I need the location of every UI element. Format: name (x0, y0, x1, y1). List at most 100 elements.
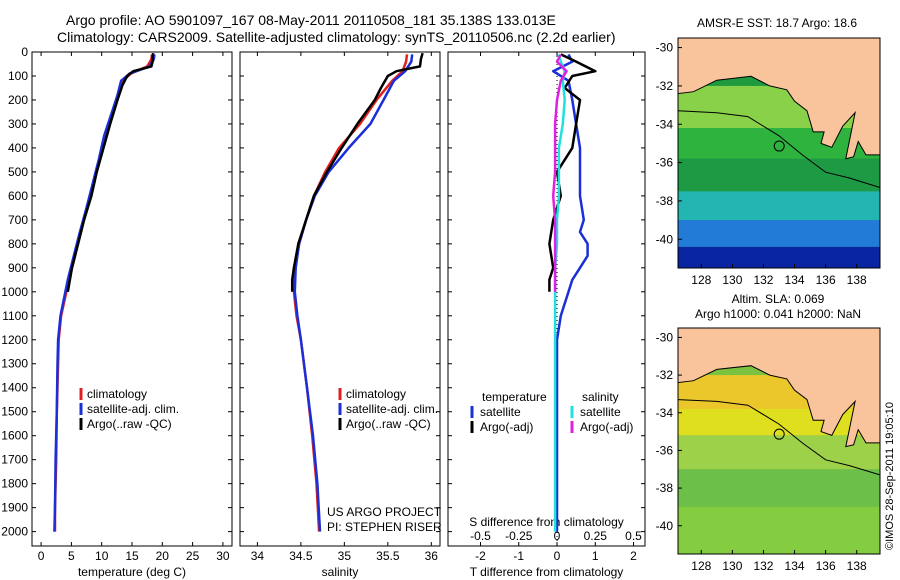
map-y-tick-label: -30 (656, 41, 674, 55)
map-y-tick-label: -34 (656, 406, 674, 420)
y-tick-label: 700 (8, 213, 28, 227)
x-tick-label-salinity: 35 (338, 549, 352, 563)
legend-label: climatology (346, 387, 406, 401)
map-colour-band (678, 435, 880, 470)
legend-label: satellite-adj. clim. (346, 402, 438, 416)
map-y-tick-label: -38 (656, 194, 674, 208)
map-colour-band (678, 506, 880, 554)
map-y-tick-label: -40 (656, 519, 674, 533)
series-t-satellite (551, 53, 589, 532)
pi-label: PI: STEPHEN RISER (327, 520, 442, 534)
map-sst-map (677, 37, 881, 269)
y-tick-label: 100 (8, 69, 28, 83)
map-y-tick-label: -36 (656, 156, 674, 170)
series-argo-raw-qc- (290, 52, 424, 292)
y-tick-label: 900 (8, 261, 28, 275)
legend-label: satellite (580, 405, 621, 419)
x-axis-label-temperature: temperature (deg C) (78, 565, 186, 579)
legend-label: climatology (87, 387, 147, 401)
y-tick-label: 800 (8, 237, 28, 251)
argo-position-marker (773, 428, 785, 440)
map-x-tick-label: 136 (816, 559, 836, 573)
map-x-tick-label: 128 (691, 559, 711, 573)
map-colour-band (678, 220, 880, 247)
y-tick-label: 1600 (1, 429, 28, 443)
figure-title-line1: Argo profile: AO 5901097_167 08-May-2011… (66, 12, 556, 28)
x-tick-label-difference: 2 (630, 549, 637, 563)
map-sla-map (677, 327, 881, 555)
map-y-tick-label: -34 (656, 117, 674, 131)
legend-label: Argo(..raw -QC) (346, 417, 431, 431)
x-tick-label-temperature: 25 (186, 549, 200, 563)
y-tick-label: 1400 (1, 381, 28, 395)
credit-label: ©IMOS 28-Sep-2011 19:05:10 (884, 402, 896, 550)
y-tick-label: 300 (8, 117, 28, 131)
map-x-tick-label: 128 (691, 273, 711, 287)
map-colour-band (678, 191, 880, 221)
legend-label: Argo(-adj) (480, 420, 533, 434)
legend-label: satellite-adj. clim. (87, 402, 179, 416)
y-tick-label: 1300 (1, 357, 28, 371)
plot-frame-temperature (31, 51, 233, 547)
y-tick-label: 0 (21, 45, 28, 59)
x-tick-label-temperature: 10 (95, 549, 109, 563)
map-frame (677, 37, 881, 269)
map-colour-band (678, 469, 880, 507)
sla-map-title-line1: Altim. SLA: 0.069 (732, 292, 825, 306)
x-tick-label-temperature: 20 (156, 549, 170, 563)
y-tick-label: 500 (8, 165, 28, 179)
x-axis-label-difference: T difference from climatology (470, 565, 624, 579)
top-tick-label: 0.5 (625, 529, 642, 543)
legend-header-salinity: salinity (582, 390, 619, 404)
x-tick-label-difference: -1 (513, 549, 524, 563)
top-axis-label: S difference from climatology (469, 515, 624, 529)
x-tick-label-difference: 1 (592, 549, 599, 563)
y-tick-label: 1700 (1, 453, 28, 467)
legend-label: satellite (480, 405, 521, 419)
series-s-argo-adj- (551, 53, 568, 292)
y-tick-label: 2000 (1, 525, 28, 539)
map-y-tick-label: -40 (656, 232, 674, 246)
x-tick-label-temperature: 15 (125, 549, 139, 563)
map-x-tick-label: 134 (785, 559, 805, 573)
top-tick-label: 0.25 (584, 529, 608, 543)
project-label: US ARGO PROJECT (327, 505, 442, 519)
bathymetry-contour (677, 110, 881, 188)
land-area (677, 37, 881, 160)
sst-map-title: AMSR-E SST: 18.7 Argo: 18.6 (697, 16, 857, 30)
map-y-tick-label: -36 (656, 443, 674, 457)
x-tick-label-salinity: 34 (251, 549, 265, 563)
plot-frame-difference (447, 51, 646, 547)
top-tick-label: -0.25 (505, 529, 533, 543)
map-x-tick-label: 134 (785, 273, 805, 287)
figure-title-line2: Climatology: CARS2009. Satellite-adjuste… (57, 29, 616, 45)
map-y-tick-label: -32 (656, 368, 674, 382)
y-tick-label: 200 (8, 93, 28, 107)
legend-header-temperature: temperature (482, 390, 547, 404)
x-tick-label-temperature: 5 (68, 549, 75, 563)
plot-frame-salinity (239, 51, 441, 547)
x-tick-label-salinity: 36 (425, 549, 439, 563)
map-x-tick-label: 138 (847, 559, 867, 573)
legend-label: Argo(..raw -QC) (87, 417, 172, 431)
argo-position-marker (773, 140, 785, 152)
y-tick-label: 1000 (1, 285, 28, 299)
x-tick-label-salinity: 35.5 (376, 549, 400, 563)
y-tick-label: 1900 (1, 501, 28, 515)
map-x-tick-label: 130 (722, 273, 742, 287)
top-tick-label: -0.5 (470, 529, 491, 543)
map-x-tick-label: 136 (816, 273, 836, 287)
map-x-tick-label: 132 (753, 273, 773, 287)
x-tick-label-difference: 0 (554, 549, 561, 563)
y-tick-label: 400 (8, 141, 28, 155)
y-tick-label: 1100 (2, 309, 28, 323)
x-tick-label-temperature: 30 (216, 549, 230, 563)
map-frame (677, 327, 881, 555)
y-tick-label: 1500 (1, 405, 28, 419)
map-y-tick-label: -32 (656, 79, 674, 93)
map-colour-band (678, 408, 880, 436)
map-y-tick-label: -30 (656, 330, 674, 344)
land-area (677, 327, 881, 448)
map-x-tick-label: 130 (722, 559, 742, 573)
